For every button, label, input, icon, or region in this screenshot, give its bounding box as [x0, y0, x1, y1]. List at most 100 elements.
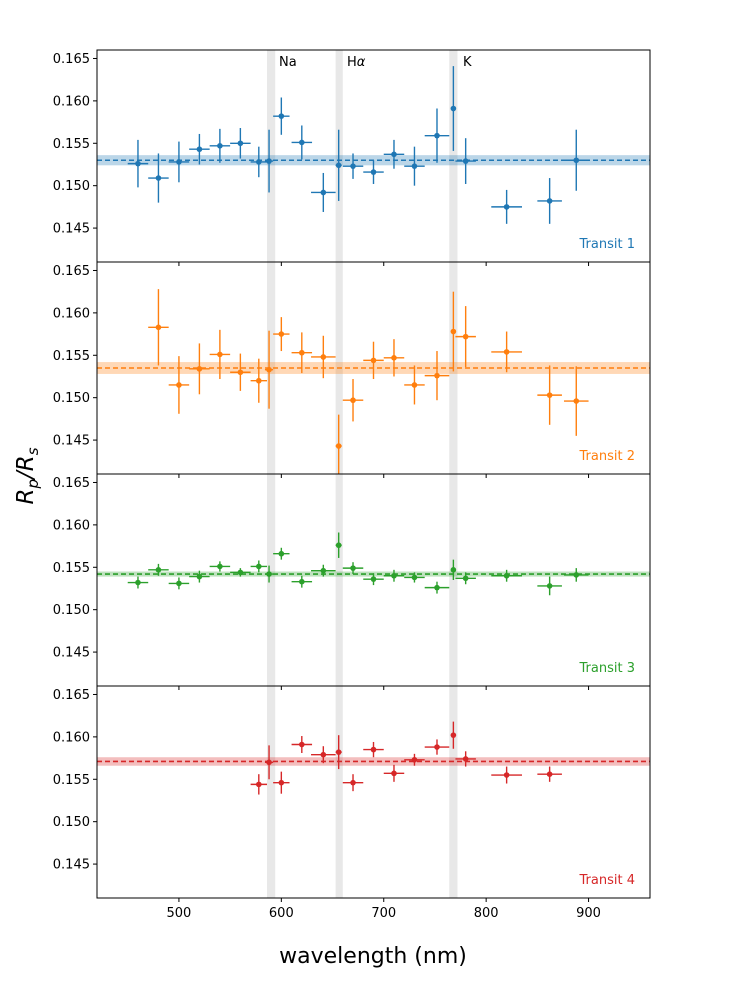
point-marker [411, 382, 418, 388]
point-marker [350, 779, 356, 786]
x-tick-label: 800 [474, 906, 499, 921]
point-marker [320, 189, 327, 196]
x-tick-label: 900 [576, 906, 601, 921]
point-marker [176, 382, 182, 388]
point-marker [256, 563, 262, 570]
line-label-na: Na [279, 55, 297, 70]
data-point [537, 178, 562, 224]
line-label-halpha: Hα [347, 55, 366, 70]
point-marker [176, 580, 182, 587]
point-marker [278, 550, 285, 557]
data-point [148, 289, 169, 366]
data-point [209, 561, 231, 572]
data-point [363, 741, 384, 758]
data-point [250, 560, 267, 573]
data-point [230, 568, 251, 577]
data-point [363, 160, 384, 184]
point-marker [411, 756, 418, 763]
data-point [230, 353, 251, 391]
data-point [455, 306, 476, 368]
point-marker [370, 169, 377, 175]
data-point [563, 366, 589, 436]
data-point [168, 577, 190, 590]
y-tick-label: 0.150 [53, 179, 90, 194]
data-point [335, 532, 342, 558]
point-marker [450, 732, 457, 738]
data-point [491, 189, 522, 224]
point-marker [237, 569, 244, 576]
data-point [455, 751, 476, 767]
y-tick-label: 0.150 [53, 391, 90, 406]
data-point [404, 572, 425, 583]
data-point [311, 564, 336, 577]
point-marker [320, 751, 327, 758]
point-marker [256, 781, 262, 788]
data-point [563, 129, 589, 191]
point-marker [546, 771, 553, 777]
data-point [563, 568, 589, 582]
data-point [264, 129, 274, 193]
x-tick-label: 500 [167, 906, 192, 921]
x-tick-label: 700 [371, 906, 396, 921]
y-tick-label: 0.165 [53, 476, 90, 491]
data-point [383, 339, 405, 377]
point-marker [266, 366, 272, 373]
data-point [291, 332, 313, 374]
point-marker [176, 159, 182, 165]
y-tick-label: 0.145 [53, 858, 90, 873]
data-point [404, 753, 425, 766]
point-marker [299, 741, 305, 748]
data-point [491, 766, 522, 784]
point-marker [299, 349, 305, 356]
point-marker [503, 349, 510, 355]
data-point [491, 569, 522, 582]
y-tick-label: 0.155 [53, 773, 90, 788]
data-point [311, 335, 336, 379]
y-tick-label: 0.160 [53, 730, 90, 745]
data-point [537, 365, 562, 425]
point-marker [237, 140, 244, 147]
band-h-3 [335, 474, 343, 686]
data-point [424, 581, 450, 594]
data-point [491, 331, 522, 373]
y-label-r: R [13, 489, 39, 505]
point-marker [450, 567, 457, 573]
point-marker [503, 204, 510, 210]
point-marker [320, 567, 327, 574]
point-marker [462, 158, 469, 164]
point-marker [434, 372, 440, 379]
data-point [404, 365, 425, 405]
y-tick-label: 0.155 [53, 137, 90, 152]
point-marker [350, 163, 356, 169]
data-point [264, 565, 274, 583]
panel-title: Transit 2 [579, 449, 635, 464]
data-point [424, 351, 450, 401]
point-marker [266, 158, 272, 164]
point-marker [546, 392, 553, 398]
panel-title: Transit 1 [579, 237, 635, 252]
data-point [291, 575, 313, 588]
point-marker [278, 779, 285, 786]
point-marker [350, 565, 356, 571]
point-marker [573, 398, 580, 404]
data-point [450, 721, 457, 749]
data-point [363, 573, 384, 586]
data-point [383, 764, 405, 782]
point-marker [411, 163, 418, 169]
line-label-h: H [347, 55, 357, 70]
point-marker [573, 572, 580, 578]
point-marker [217, 563, 223, 570]
point-marker [391, 355, 397, 361]
data-point [189, 570, 210, 583]
data-point [291, 736, 313, 753]
data-point [209, 128, 231, 163]
data-point [450, 291, 457, 372]
point-marker [462, 575, 469, 582]
point-marker [434, 584, 440, 591]
point-marker [546, 198, 553, 204]
data-point [424, 739, 450, 755]
data-point [383, 139, 405, 169]
x-axis-label: wavelength (nm) [279, 944, 467, 969]
point-marker [370, 576, 377, 582]
data-point [264, 745, 274, 780]
